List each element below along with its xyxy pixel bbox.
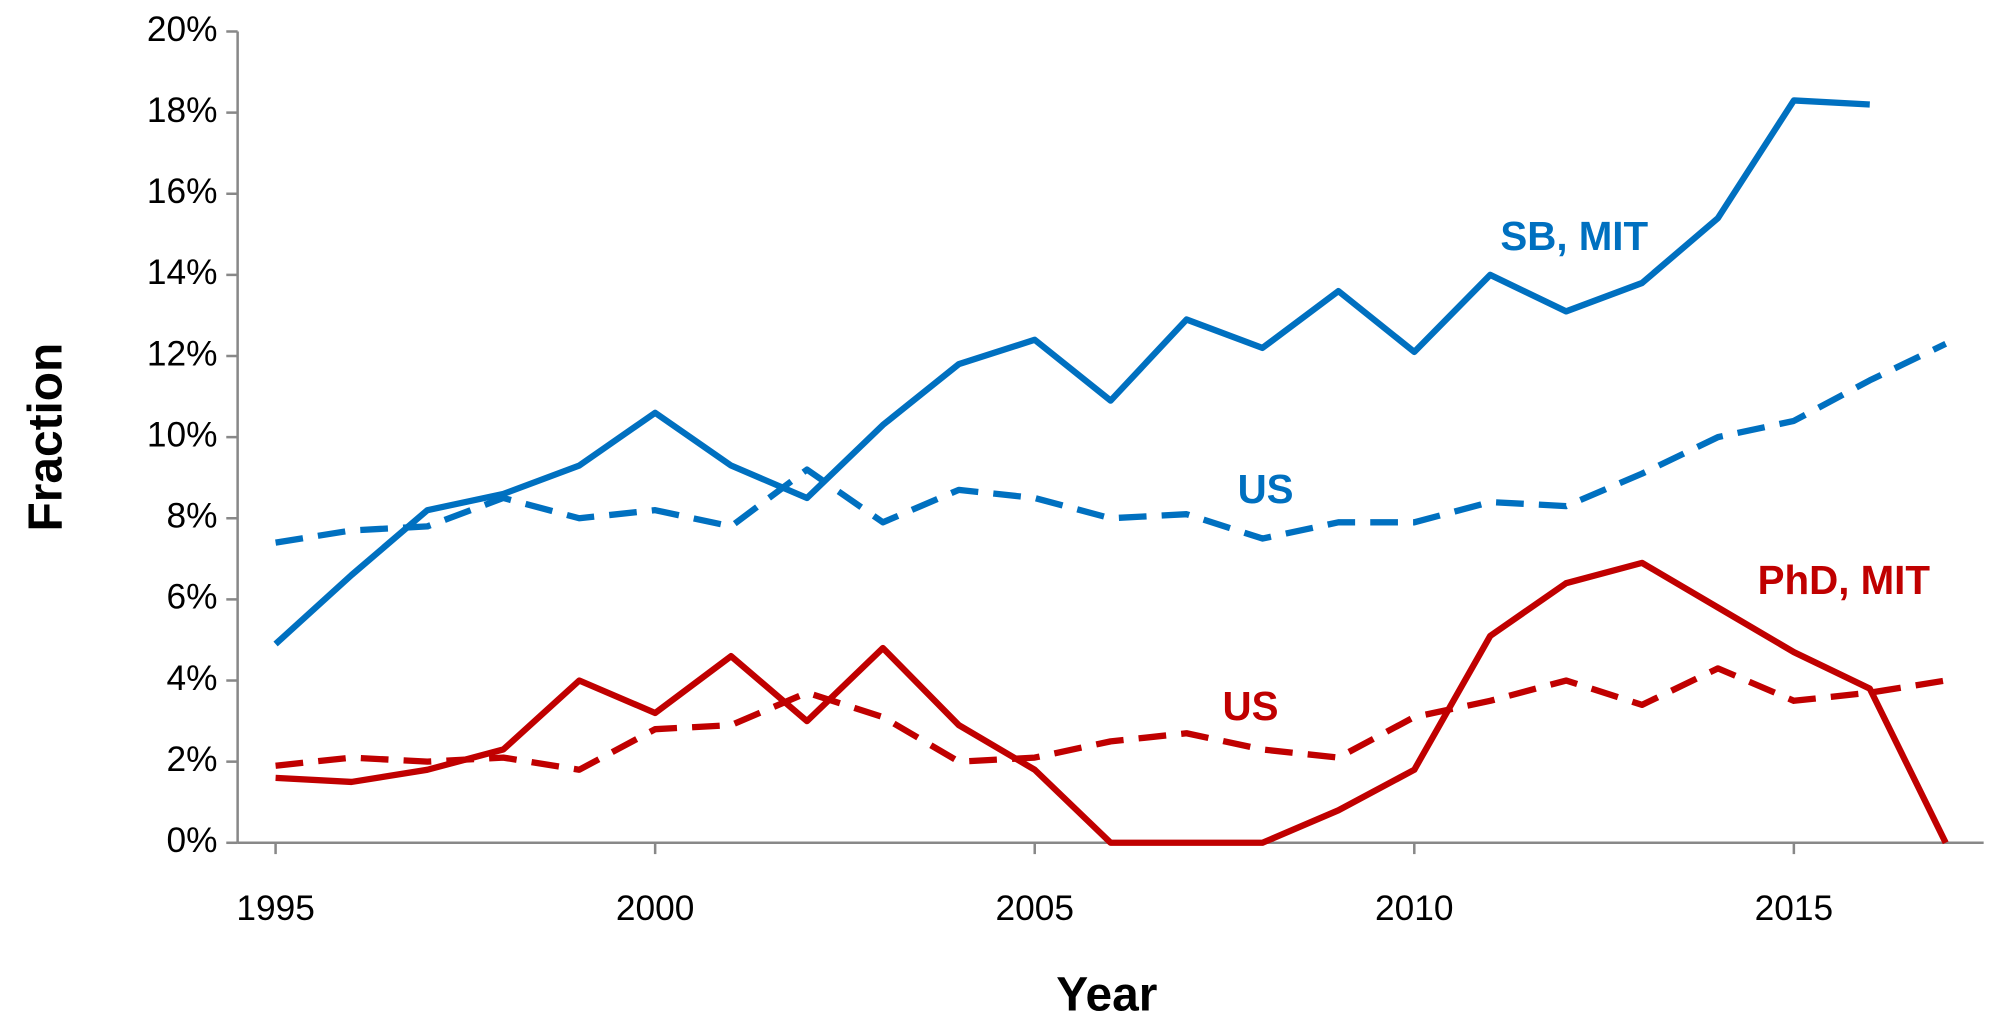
x-tick-label: 2000: [616, 889, 694, 928]
series-line: [275, 340, 1948, 546]
series-line: [273, 97, 1870, 647]
series-label: SB, MIT: [1500, 214, 1648, 259]
x-tick-label: 2005: [995, 889, 1073, 928]
series-line: [275, 665, 1947, 773]
y-tick-label: 18%: [147, 91, 218, 130]
y-tick-label: 14%: [147, 253, 218, 292]
y-tick-label: 4%: [166, 659, 217, 698]
x-tick-label: 2010: [1375, 889, 1453, 928]
y-tick-label: 20%: [147, 10, 218, 49]
series-label: US: [1238, 467, 1294, 512]
series-line: [275, 559, 1949, 846]
y-tick-label: 10%: [147, 415, 218, 454]
y-tick-label: 2%: [166, 740, 217, 779]
x-tick-label: 2015: [1755, 889, 1833, 928]
y-tick-label: 16%: [147, 172, 218, 211]
series-label: PhD, MIT: [1758, 558, 1931, 603]
y-tick-label: 0%: [166, 821, 217, 860]
y-axis-title: Fraction: [19, 343, 72, 532]
y-tick-label: 6%: [166, 578, 217, 617]
series-label: US: [1222, 684, 1278, 729]
y-tick-label: 8%: [166, 497, 217, 536]
x-tick-label: 1995: [236, 889, 314, 928]
x-axis-title: Year: [1056, 968, 1157, 1021]
y-tick-label: 12%: [147, 334, 218, 373]
